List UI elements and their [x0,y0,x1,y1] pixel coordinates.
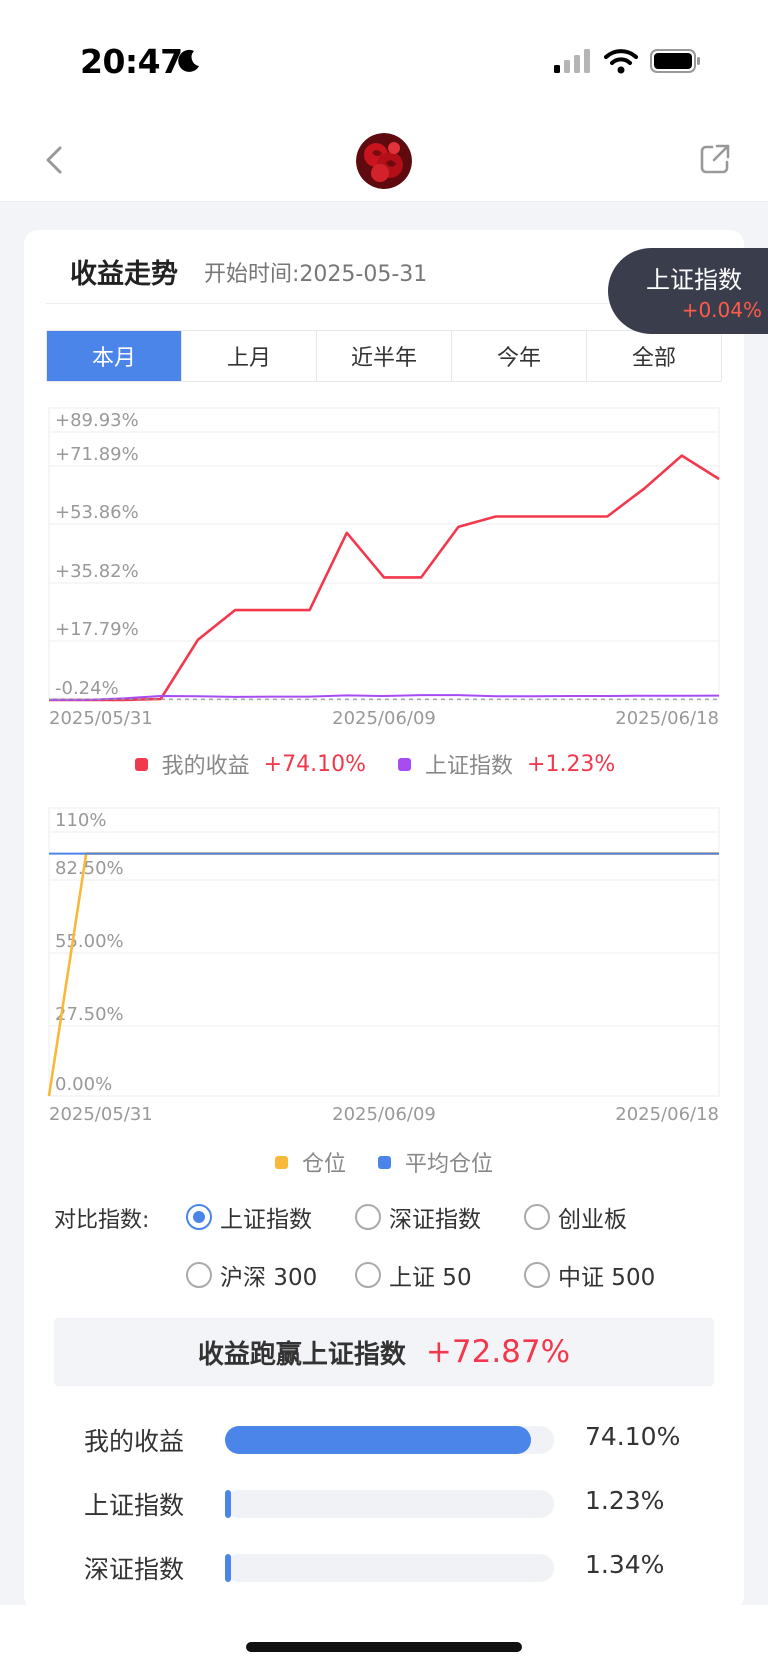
status-time: 20:47 [80,42,183,81]
card-title: 收益走势 [70,259,178,290]
legend-swatch-position [274,1155,288,1169]
radio-csi300[interactable]: 沪深 300 [186,1258,317,1292]
bar-fill [225,1490,231,1518]
radio-button [186,1262,212,1288]
bar-track [225,1490,554,1518]
series-line-1 [49,454,720,702]
bar-row-sse: 上证指数 1.23% [0,1482,768,1522]
x-tick-label: 2025/05/31 [49,1104,153,1125]
radio-button [524,1204,550,1230]
avatar[interactable] [356,133,412,189]
y-tick-label: -0.24% [55,678,119,699]
radio-label: 中证 500 [558,1265,656,1291]
returns-legend: 我的收益 +74.10% 上证指数 +1.23% [0,748,768,780]
nav-bar [0,120,768,202]
plot-frame [48,807,720,1097]
tab-last-month[interactable]: 上月 [182,331,317,381]
radio-label: 创业板 [558,1207,627,1233]
moon-icon [178,49,199,72]
tab-this-year[interactable]: 今年 [452,331,587,381]
radio-button [186,1204,212,1230]
rose-avatar-icon [356,133,412,189]
bar-label: 深证指数 [84,1555,185,1584]
index-float-badge[interactable]: 上证指数 +0.04% [608,248,768,334]
y-tick-label: +35.82% [55,561,139,582]
tab-half-year[interactable]: 近半年 [317,331,452,381]
y-tick-label: 27.50% [55,1004,124,1025]
y-tick-label: 0.00% [55,1074,112,1095]
divider [46,303,722,304]
y-tick-label: +71.89% [55,444,139,465]
tab-this-month[interactable]: 本月 [47,331,182,381]
tab-all[interactable]: 全部 [631,346,676,371]
legend-swatch-avg-position [378,1155,391,1169]
legend-swatch-sse [398,757,411,771]
series-line-1 [47,852,719,1097]
radio-chinext[interactable]: 创业板 [524,1200,627,1234]
badge-index-value: +0.04% [681,298,762,322]
bar-value: 1.34% [585,1550,665,1579]
bar-value: 1.23% [585,1486,665,1515]
y-tick-label: +53.86% [55,502,139,523]
signal-icon [554,49,590,73]
battery-icon [650,49,700,73]
returns-chart[interactable]: +89.93% +71.89% +53.86% +35.82% +17.79% -0.24… [0,400,768,730]
radio-label: 深证指数 [389,1207,481,1233]
outperform-summary: 收益跑赢上证指数 +72.87% [54,1318,714,1386]
radio-button [355,1262,381,1288]
legend-value-my-return: +74.10% [263,751,366,777]
legend-value-sse: +1.23% [527,751,616,777]
bar-value: 74.10% [585,1422,681,1451]
plot-frame [48,407,720,701]
summary-text: 收益跑赢上证指数 [197,1339,406,1370]
bar-fill [225,1426,531,1454]
position-legend: 仓位 平均仓位 [0,1146,768,1178]
x-tick-label: 2025/06/18 [615,1104,719,1125]
y-tick-label: +89.93% [55,410,139,431]
radio-label: 上证 50 [389,1265,472,1291]
wifi-icon [604,49,638,74]
radio-sse50[interactable]: 上证 50 [355,1258,472,1292]
legend-label-position: 仓位 [301,1152,346,1177]
home-area [0,1605,768,1670]
bar-row-my-return: 我的收益 74.10% [0,1418,768,1458]
x-tick-label: 2025/05/31 [49,708,153,729]
bar-track [225,1426,554,1454]
summary-value: +72.87% [425,1334,571,1370]
radio-label: 沪深 300 [220,1265,318,1291]
radio-button [524,1262,550,1288]
bar-fill [225,1554,231,1582]
y-tick-label: +17.79% [55,619,139,640]
series-line-2 [49,694,720,701]
legend-swatch-my-return [134,757,148,771]
home-indicator[interactable] [246,1642,522,1652]
period-tabs: 本月 上月 近半年 今年 全部 [46,330,722,382]
badge-index-name: 上证指数 [646,266,742,294]
share-icon[interactable] [698,142,732,176]
bar-row-szse: 深证指数 1.34% [0,1546,768,1586]
radio-button [355,1204,381,1230]
x-tick-label: 2025/06/09 [332,708,436,729]
bar-track [225,1554,554,1582]
legend-label-my-return: 我的收益 [161,754,250,779]
y-tick-label: 82.50% [55,858,124,879]
x-tick-label: 2025/06/18 [615,708,719,729]
y-tick-label: 55.00% [55,931,124,952]
x-tick-label: 2025/06/09 [332,1104,436,1125]
back-arrow-icon[interactable] [40,140,70,180]
radio-szse[interactable]: 深证指数 [355,1200,481,1234]
legend-label-sse: 上证指数 [425,754,514,779]
status-bar: 20:47 [0,0,768,120]
radio-label: 上证指数 [220,1207,312,1233]
bar-label: 我的收益 [84,1427,185,1456]
compare-index-label: 对比指数: [54,1208,150,1233]
bar-label: 上证指数 [84,1491,185,1520]
legend-label-avg-position: 平均仓位 [405,1152,494,1177]
radio-sse[interactable]: 上证指数 [186,1200,312,1234]
radio-csi500[interactable]: 中证 500 [524,1258,655,1292]
start-date-label: 开始时间:2025-05-31 [204,262,428,287]
position-chart[interactable]: 110% 82.50% 55.00% 27.50% 0.00% 2025/05/31 202… [0,800,768,1130]
y-tick-label: 110% [55,810,106,831]
